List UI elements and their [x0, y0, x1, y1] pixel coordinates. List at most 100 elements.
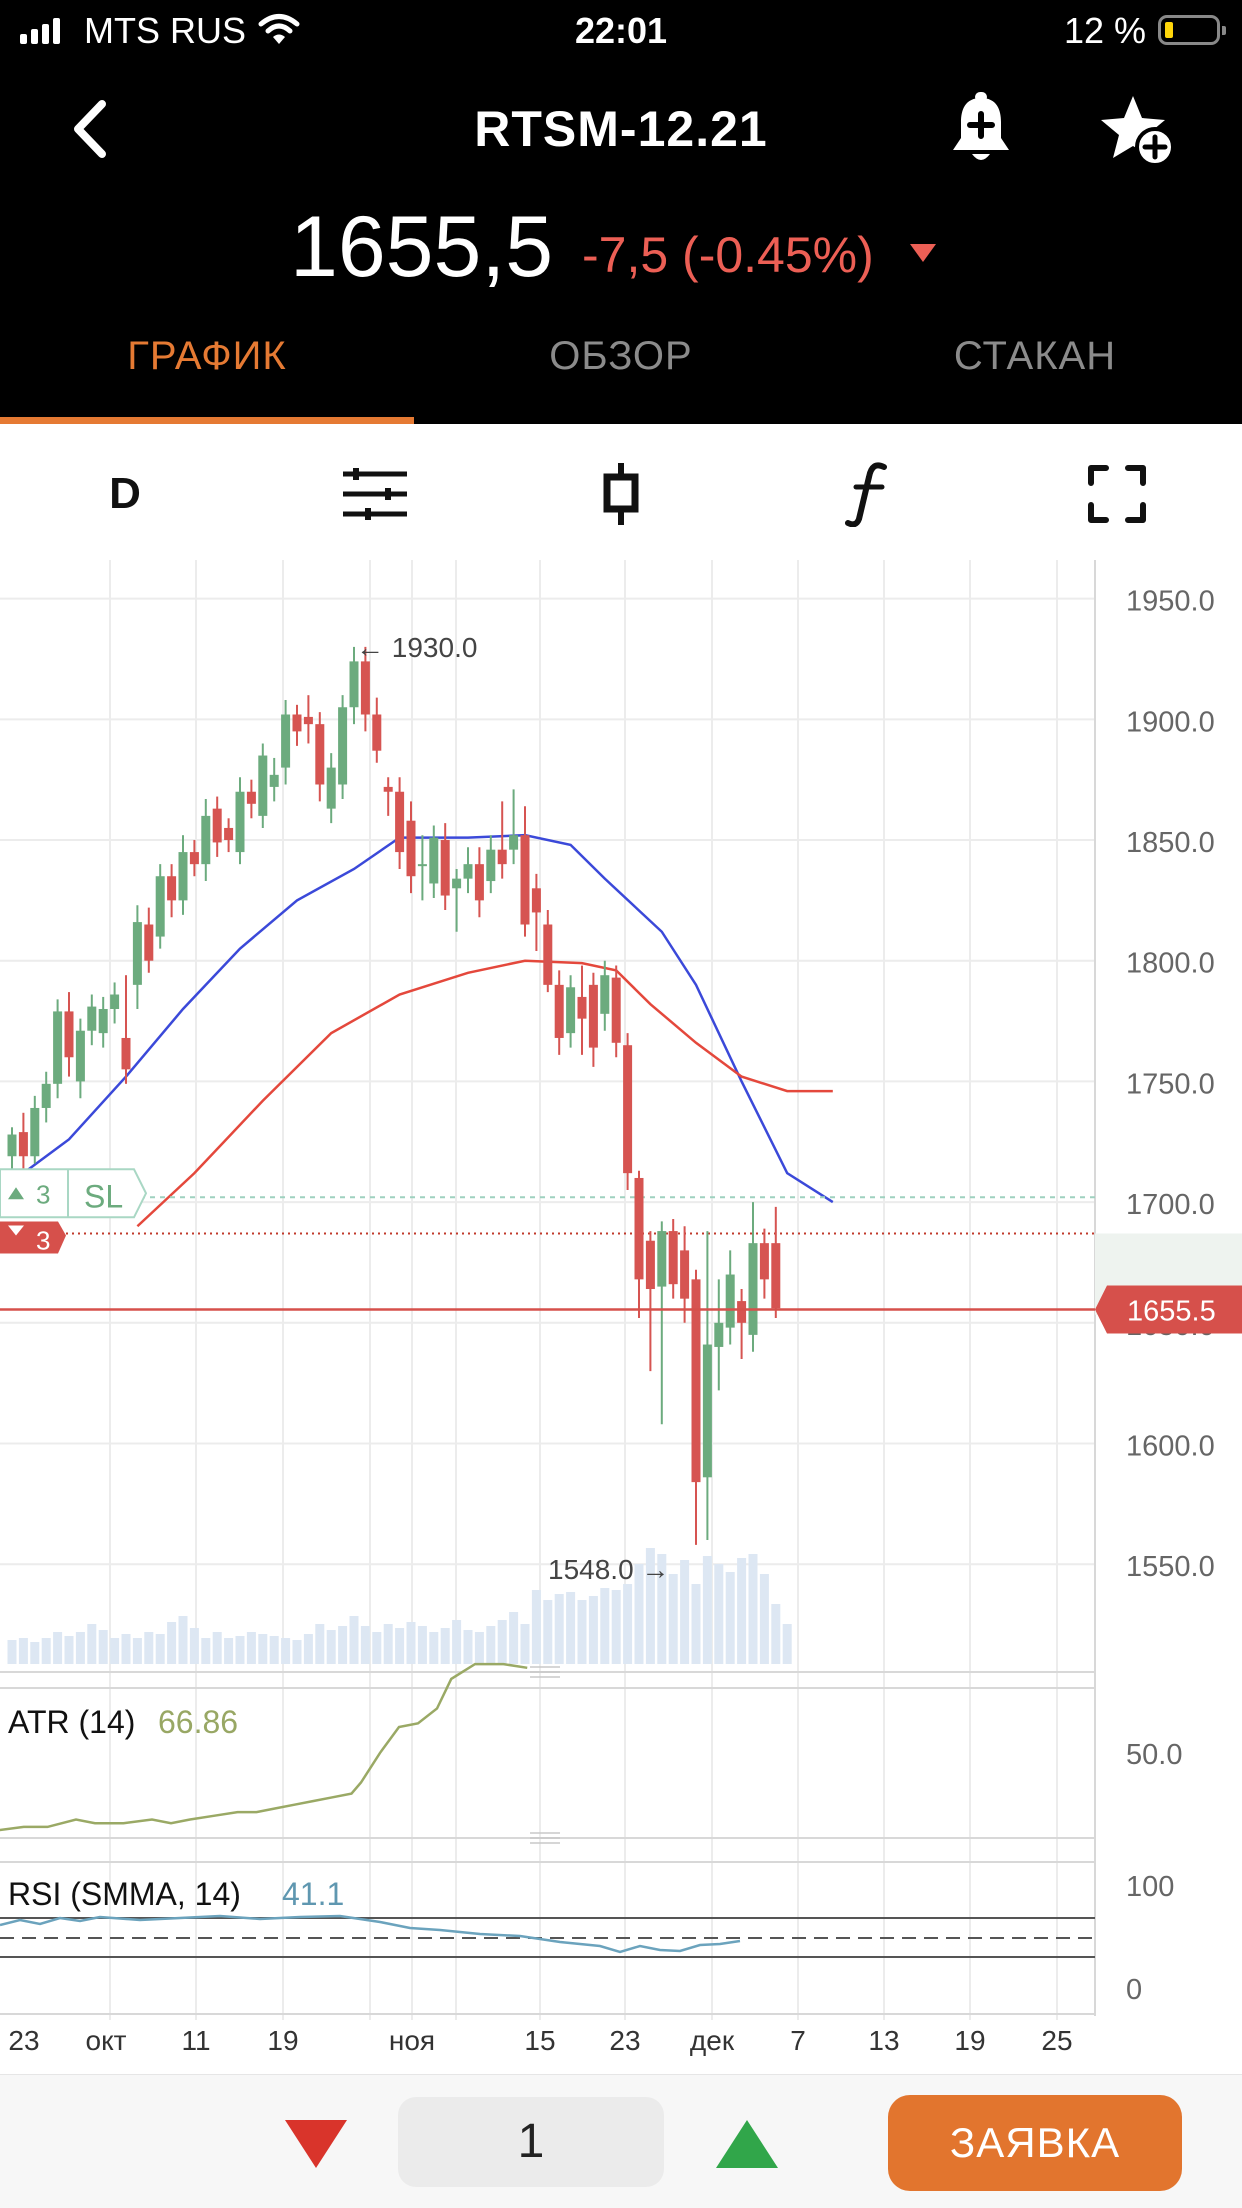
candle-body: [725, 1274, 735, 1328]
volume-bar: [167, 1622, 177, 1664]
triangle-up-icon: [8, 1187, 24, 1200]
bell-plus-icon[interactable]: [946, 92, 1016, 168]
volume-bar: [18, 1638, 28, 1664]
candle-body: [474, 864, 484, 901]
candlestick-icon[interactable]: [586, 463, 656, 525]
volume-bar: [771, 1604, 781, 1664]
x-tick-label: 25: [1041, 2025, 1072, 2056]
rsi-label: RSI (SMMA, 14): [8, 1876, 241, 1912]
candle-body: [737, 1301, 747, 1323]
star-plus-icon[interactable]: [1100, 92, 1178, 170]
quantity-field[interactable]: 1: [398, 2097, 664, 2187]
volume-bar: [121, 1634, 131, 1664]
candle-body: [75, 1030, 85, 1082]
x-tick-label: 23: [8, 2025, 39, 2056]
volume-bar: [759, 1574, 769, 1664]
max-price-annotation: ← 1930.0: [356, 632, 477, 663]
volume-bar: [691, 1584, 701, 1664]
volume-bar: [611, 1590, 621, 1664]
volume-bar: [623, 1584, 633, 1664]
clock: 22:01: [574, 10, 668, 51]
sell-order-count: 3: [36, 1225, 50, 1255]
tab-overview[interactable]: ОБЗОР: [549, 334, 693, 378]
tab-bar: ГРАФИК ОБЗОР СТАКАН: [0, 304, 1242, 424]
moving-average-red: [136, 959, 833, 1228]
x-tick-label: 11: [181, 2025, 210, 2056]
candle-body: [30, 1107, 40, 1157]
volume-bar: [87, 1624, 97, 1664]
price-change: -7,5 (-0.45%): [582, 227, 874, 283]
candle-body: [440, 840, 450, 896]
stop-loss-label: SL: [84, 1178, 123, 1214]
candle-body: [395, 791, 405, 853]
candle-body: [121, 1037, 131, 1070]
volume-bar: [303, 1634, 313, 1664]
y-tick-label: 1950.0: [1126, 586, 1215, 618]
candle-body: [326, 767, 336, 809]
volume-bar: [235, 1636, 245, 1664]
candle-body: [303, 716, 313, 725]
x-tick-label: 23: [609, 2025, 640, 2056]
candle-body: [417, 864, 427, 867]
volume-bar: [748, 1554, 758, 1664]
y-tick-label: 1750.0: [1126, 1068, 1215, 1100]
y-tick-label: 1550.0: [1126, 1551, 1215, 1583]
candle-body: [235, 791, 245, 853]
volume-bar: [714, 1564, 724, 1664]
volume-bar: [600, 1588, 610, 1664]
candle-body: [645, 1240, 655, 1290]
period-selector[interactable]: D: [109, 469, 141, 518]
tab-chart[interactable]: ГРАФИК: [127, 334, 287, 378]
candle-body: [531, 888, 541, 913]
volume-bar: [338, 1626, 348, 1664]
volume-bar: [543, 1600, 553, 1664]
sell-triangle-icon[interactable]: [285, 2120, 347, 2168]
x-tick-label: дек: [690, 2025, 735, 2056]
volume-bar: [588, 1596, 598, 1664]
candle-body: [360, 661, 370, 715]
volume-bar: [155, 1634, 165, 1664]
function-icon[interactable]: [834, 462, 904, 527]
candle-body: [201, 815, 211, 865]
candle-body: [543, 924, 553, 985]
volume-bar: [110, 1638, 120, 1664]
volume-bar: [657, 1554, 667, 1664]
rsi-tick-label: 100: [1126, 1871, 1174, 1903]
candle-body: [486, 849, 496, 882]
candle-body: [748, 1243, 758, 1335]
candle-body: [224, 827, 234, 841]
x-tick-label: 19: [267, 2025, 298, 2056]
tab-orderbook[interactable]: СТАКАН: [953, 334, 1117, 378]
candle-body: [292, 714, 302, 732]
candle-body: [349, 661, 359, 708]
y-tick-label: 1850.0: [1126, 827, 1215, 859]
candle-body: [520, 835, 530, 925]
candle-body: [383, 786, 393, 792]
rsi-tick-label: 0: [1126, 1974, 1142, 2006]
volume-bar: [315, 1624, 325, 1664]
fullscreen-icon[interactable]: [1082, 464, 1152, 524]
sl-order-marker: [0, 1168, 148, 1219]
sliders-icon[interactable]: [340, 464, 410, 524]
volume-bar: [668, 1574, 678, 1664]
chevron-left-icon[interactable]: [62, 94, 122, 164]
price-chart[interactable]: 1950.01900.01850.01800.01750.01700.01650…: [0, 559, 1242, 2079]
candle-body: [167, 876, 177, 901]
candle-body: [577, 996, 587, 1019]
rsi-value: 41.1: [282, 1876, 344, 1912]
min-price-annotation: 1548.0 →: [548, 1554, 669, 1585]
buy-triangle-icon[interactable]: [716, 2120, 778, 2168]
candle-body: [87, 1006, 97, 1031]
x-tick-label: 7: [790, 2025, 806, 2056]
candle-body: [554, 984, 564, 1038]
volume-bar: [41, 1638, 51, 1664]
active-tab-indicator: [0, 417, 414, 424]
triangle-down-icon: [8, 1225, 24, 1236]
volume-bar: [360, 1626, 370, 1664]
buy-order-count: 3: [36, 1179, 50, 1209]
candle-body: [41, 1083, 51, 1108]
order-button[interactable]: ЗАЯВКА: [888, 2095, 1182, 2191]
volume-bar: [144, 1632, 154, 1664]
volume-bar: [702, 1556, 712, 1664]
candle-body: [338, 707, 348, 785]
